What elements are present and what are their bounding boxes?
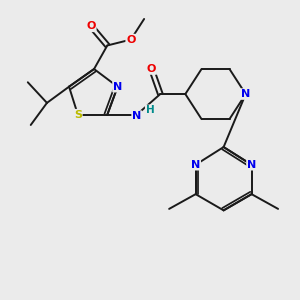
Text: O: O: [86, 21, 96, 31]
Text: N: N: [113, 82, 122, 92]
Text: N: N: [241, 89, 250, 99]
Text: O: O: [147, 64, 156, 74]
Text: N: N: [132, 111, 141, 121]
Text: O: O: [126, 34, 136, 45]
Text: N: N: [247, 160, 256, 170]
Text: N: N: [191, 160, 200, 170]
Text: H: H: [146, 105, 154, 115]
Text: S: S: [74, 110, 82, 120]
